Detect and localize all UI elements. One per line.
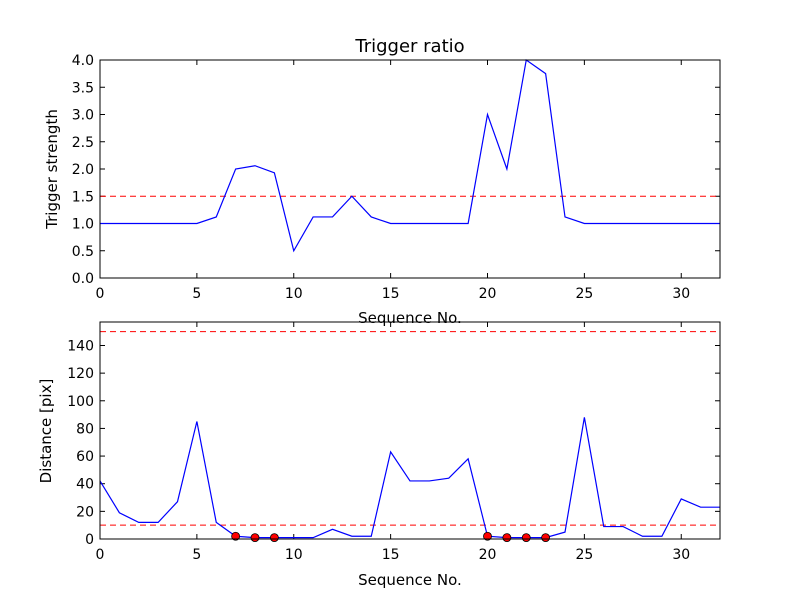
x-tick-label: 20 [479, 547, 497, 563]
y-axis-label: Trigger strength [43, 109, 61, 230]
tick-group: 0 5 10 15 20 25 30 0.0 0.5 1.0 1.5 2.0 2.5 3.0 3.5 4.0 [72, 53, 720, 302]
chart-title: Trigger ratio [354, 36, 464, 57]
y-tick-label: 60 [76, 449, 94, 465]
x-tick-label: 10 [285, 547, 303, 563]
x-tick-label: 30 [672, 286, 690, 302]
x-tick-label: 15 [382, 286, 400, 302]
x-tick-label: 10 [285, 286, 303, 302]
y-tick-label: 120 [67, 366, 94, 382]
x-tick-label: 5 [192, 547, 201, 563]
y-tick-label: 140 [67, 338, 94, 354]
x-tick-label: 0 [96, 547, 105, 563]
y-tick-label: 40 [76, 477, 94, 493]
data-point-marker [231, 531, 241, 541]
y-tick-label: 100 [67, 394, 94, 410]
y-tick-label: 1.0 [72, 217, 94, 233]
series-line [99, 417, 720, 539]
distance-chart: 0 5 10 15 20 25 30 0 20 40 60 80 100 120 140 Sequence … [37, 321, 721, 589]
y-tick-label: 80 [76, 421, 94, 437]
data-point-marker [250, 533, 260, 543]
axes-frame [99, 321, 721, 540]
x-tick-label: 25 [575, 547, 593, 563]
plot-group [99, 331, 720, 543]
x-axis-label: Sequence No. [358, 309, 462, 327]
y-tick-label: 3.0 [72, 108, 94, 124]
y-tick-label: 20 [76, 504, 94, 520]
y-tick-label: 4.0 [72, 53, 94, 69]
y-tick-label: 2.0 [72, 162, 94, 178]
data-point-marker [521, 533, 531, 543]
data-point-marker [541, 533, 551, 543]
data-point-marker [502, 533, 512, 543]
x-tick-label: 5 [192, 286, 201, 302]
axes-frame [99, 59, 721, 279]
y-tick-label: 2.5 [72, 135, 94, 151]
y-tick-label: 1.5 [72, 189, 94, 205]
x-tick-label: 0 [96, 286, 105, 302]
y-tick-label: 0.5 [72, 244, 94, 260]
data-point-marker [269, 533, 279, 543]
plot-group [100, 58, 720, 253]
y-tick-label: 0.0 [72, 271, 94, 287]
y-tick-label: 3.5 [72, 80, 94, 96]
x-axis-label: Sequence No. [358, 571, 462, 589]
y-axis-label: Distance [pix] [37, 379, 55, 484]
x-tick-label: 25 [575, 286, 593, 302]
x-tick-label: 20 [479, 286, 497, 302]
x-tick-label: 15 [382, 547, 400, 563]
x-tick-label: 30 [672, 547, 690, 563]
tick-group: 0 5 10 15 20 25 30 0 20 40 60 80 100 120 140 [67, 322, 720, 563]
y-tick-label: 0 [85, 532, 94, 548]
data-point-marker [483, 531, 492, 541]
series-line [100, 58, 720, 253]
